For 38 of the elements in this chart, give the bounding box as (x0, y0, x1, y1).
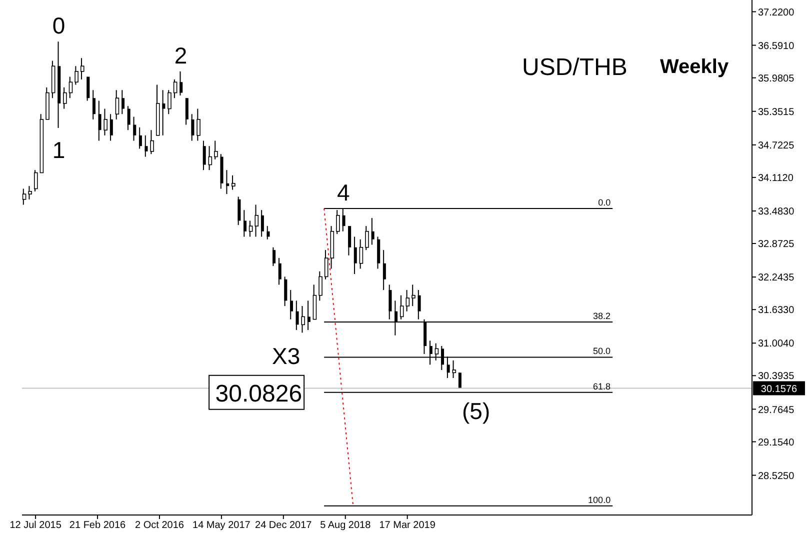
y-tick-label: 33.4830 (758, 206, 795, 218)
y-tick-label: 36.5910 (758, 40, 795, 52)
annotation: 30.0826 (215, 380, 302, 408)
annotation: 0 (52, 12, 66, 39)
annotation: 2 (174, 42, 188, 68)
y-tick-label: 35.9805 (758, 73, 795, 84)
y-tick-label: 37.2200 (758, 7, 795, 18)
annotation: 1 (52, 136, 66, 163)
series-label: 50.0 (593, 346, 611, 356)
annotation: (5) (462, 398, 490, 425)
series-label: 61.8 (593, 381, 611, 392)
y-tick-label: 32.2435 (758, 272, 795, 284)
series-label: 0.0 (598, 197, 611, 208)
series-label: 100.0 (588, 494, 611, 505)
y-tick-label: 31.6330 (758, 305, 795, 316)
text: Weekly (660, 56, 729, 79)
annotation: X3 (272, 343, 300, 370)
x-tick-label: 5 Aug 2018 (320, 520, 372, 532)
candlestick (226, 170, 230, 194)
ref-line-label: 30.1576 (760, 384, 798, 396)
text: USD/THB (522, 54, 628, 82)
y-tick-label: 28.5250 (758, 470, 795, 482)
x-tick-label: 12 Jul 2015 (10, 520, 62, 532)
x-tick-label: 14 May 2017 (192, 520, 251, 532)
y-tick-label: 35.3515 (758, 106, 795, 118)
y-tick-label: 32.8725 (758, 239, 795, 250)
y-tick-label: 34.7225 (758, 140, 795, 152)
y-tick-label: 34.1120 (758, 172, 794, 184)
y-tick-label: 29.1540 (758, 437, 795, 448)
x-tick-label: 24 Dec 2017 (255, 520, 312, 532)
y-tick-label: 30.3935 (758, 371, 795, 382)
x-tick-label: 2 Oct 2016 (135, 520, 184, 532)
y-tick-label: 29.7645 (758, 404, 795, 416)
y-tick-label: 31.0040 (758, 338, 795, 350)
x-tick-label: 21 Feb 2016 (69, 520, 126, 532)
x-tick-label: 17 Mar 2019 (379, 520, 436, 532)
annotation: 4 (337, 179, 350, 206)
series-label: 38.2 (593, 311, 611, 322)
